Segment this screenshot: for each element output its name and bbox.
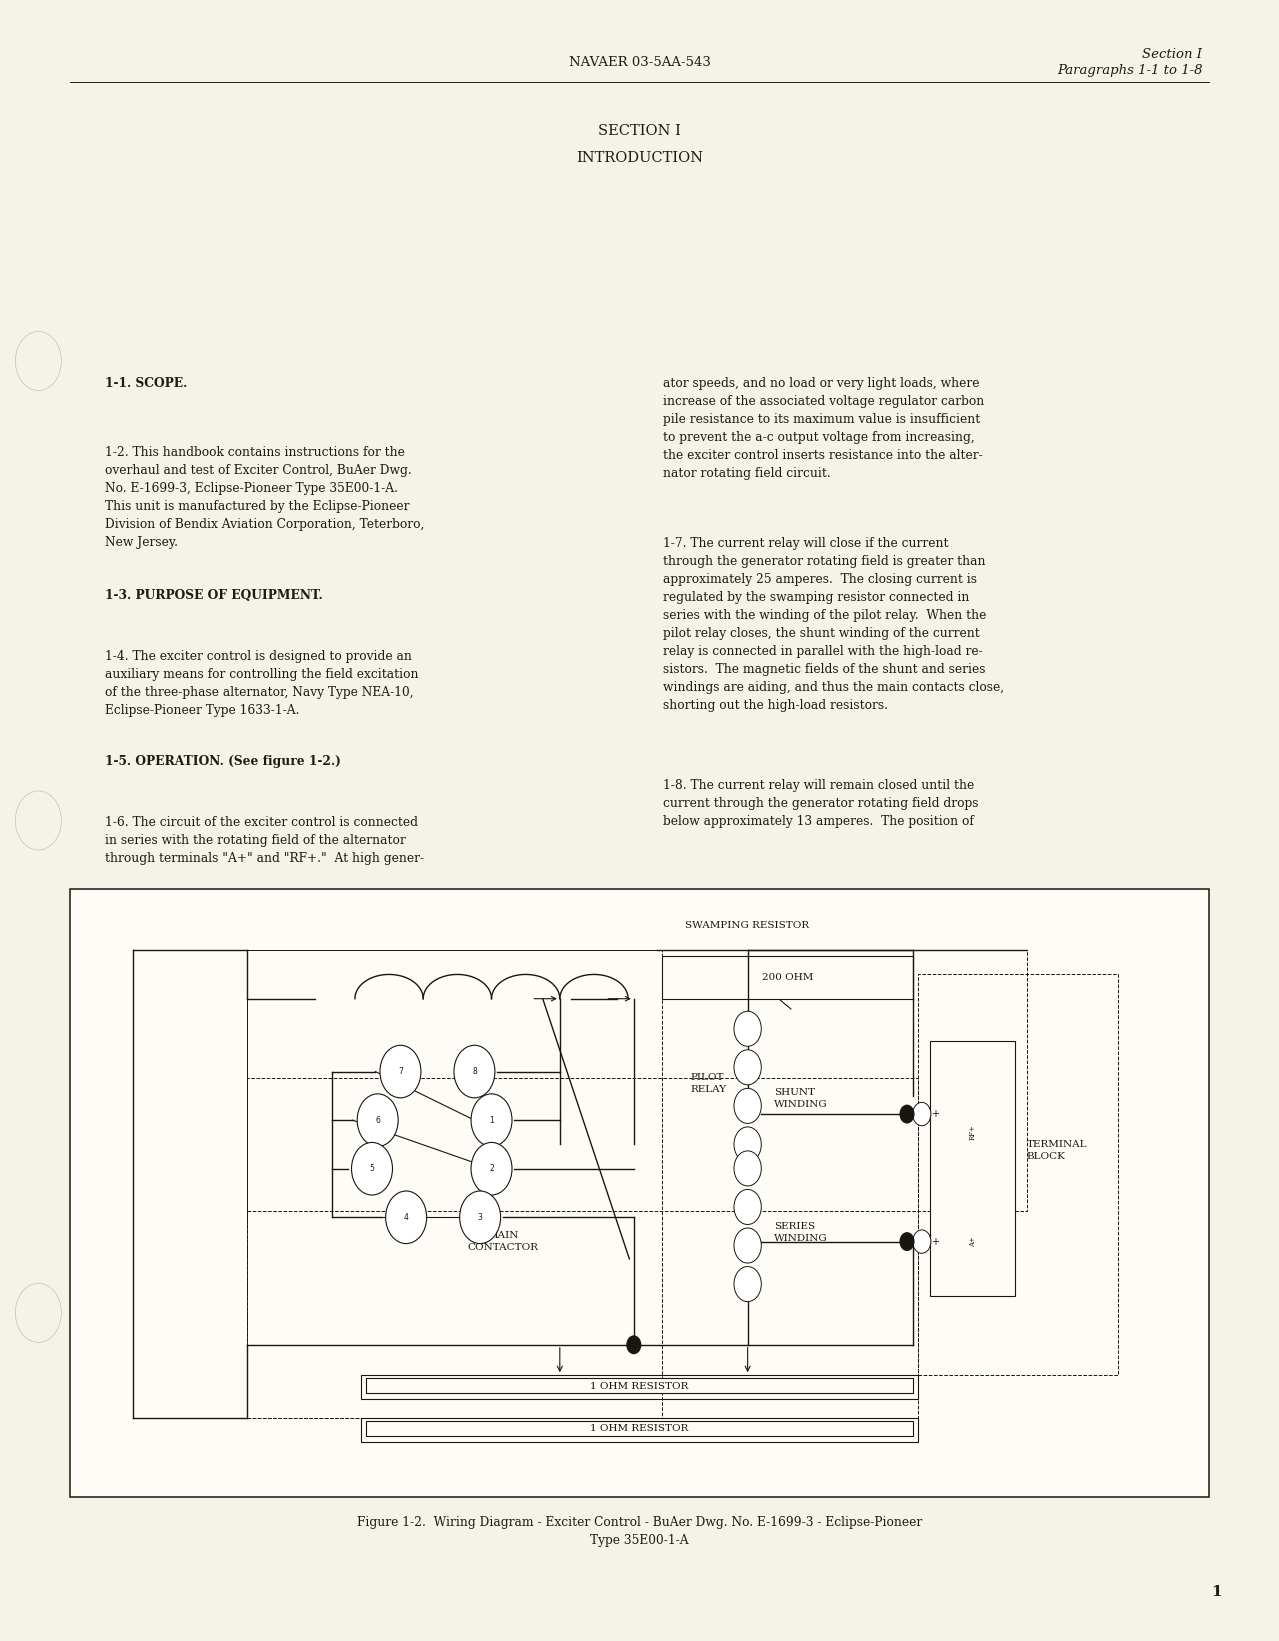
Text: 5: 5 [370, 1163, 375, 1173]
Circle shape [734, 1267, 761, 1301]
Text: Section I: Section I [1142, 48, 1202, 61]
Circle shape [471, 1095, 512, 1147]
Text: SWAMPING RESISTOR: SWAMPING RESISTOR [686, 921, 810, 930]
Text: RF+: RF+ [969, 1124, 977, 1140]
Text: Paragraphs 1-1 to 1-8: Paragraphs 1-1 to 1-8 [1056, 64, 1202, 77]
Text: MAIN
CONTACTOR: MAIN CONTACTOR [467, 1231, 538, 1252]
Bar [361, 1375, 918, 1400]
Bar [247, 950, 663, 1418]
Text: 6: 6 [375, 1116, 380, 1124]
Circle shape [913, 1229, 931, 1254]
Text: Figure 1-2.  Wiring Diagram - Exciter Control - BuAer Dwg. No. E-1699-3 - Eclips: Figure 1-2. Wiring Diagram - Exciter Con… [357, 1516, 922, 1529]
Text: 1: 1 [489, 1116, 494, 1124]
Text: 8: 8 [472, 1067, 477, 1076]
Text: 3: 3 [477, 1213, 482, 1223]
Circle shape [471, 1142, 512, 1195]
Bar [663, 957, 913, 999]
Text: ator speeds, and no load or very light loads, where
increase of the associated v: ator speeds, and no load or very light l… [663, 377, 984, 481]
Circle shape [734, 1088, 761, 1124]
Text: 1-2. This handbook contains instructions for the
overhaul and test of Exciter Co: 1-2. This handbook contains instructions… [105, 446, 425, 550]
Circle shape [386, 1191, 427, 1244]
Bar [930, 1042, 1016, 1296]
Circle shape [15, 791, 61, 850]
Text: 1 OHM RESISTOR: 1 OHM RESISTOR [591, 1424, 688, 1433]
Text: NAVAER 03-5AA-543: NAVAER 03-5AA-543 [569, 56, 710, 69]
Circle shape [913, 1103, 931, 1126]
Text: 1-7. The current relay will close if the current
through the generator rotating : 1-7. The current relay will close if the… [663, 537, 1004, 712]
Text: TERMINAL
BLOCK: TERMINAL BLOCK [1027, 1140, 1087, 1160]
Text: 1-8. The current relay will remain closed until the
current through the generato: 1-8. The current relay will remain close… [663, 779, 978, 829]
Circle shape [734, 1150, 761, 1186]
Text: 1-1. SCOPE.: 1-1. SCOPE. [105, 377, 187, 391]
Circle shape [900, 1232, 913, 1250]
Bar [247, 950, 1027, 1211]
Text: SECTION I: SECTION I [599, 125, 680, 138]
Circle shape [15, 1283, 61, 1342]
Circle shape [734, 1127, 761, 1162]
Circle shape [357, 1095, 398, 1147]
Bar [70, 889, 1209, 1497]
Circle shape [734, 1227, 761, 1264]
Circle shape [734, 1190, 761, 1224]
Text: PILOT
RELAY: PILOT RELAY [691, 1073, 726, 1095]
Text: 1-6. The circuit of the exciter control is connected
in series with the rotating: 1-6. The circuit of the exciter control … [105, 816, 425, 865]
Text: +: + [931, 1237, 940, 1247]
Text: 1-4. The exciter control is designed to provide an
auxiliary means for controlli: 1-4. The exciter control is designed to … [105, 650, 418, 717]
Bar [366, 1378, 913, 1393]
Circle shape [459, 1191, 500, 1244]
Circle shape [900, 1106, 913, 1122]
Bar [366, 1421, 913, 1436]
Circle shape [627, 1336, 641, 1354]
Circle shape [734, 1011, 761, 1047]
Circle shape [734, 1050, 761, 1085]
Text: 200 OHM: 200 OHM [762, 973, 813, 981]
Text: A+: A+ [969, 1236, 977, 1247]
Text: Type 35E00-1-A: Type 35E00-1-A [590, 1534, 689, 1547]
Circle shape [15, 331, 61, 391]
Text: 4: 4 [404, 1213, 408, 1223]
Text: 1 OHM RESISTOR: 1 OHM RESISTOR [591, 1382, 688, 1390]
Bar [247, 1078, 918, 1418]
Text: 1: 1 [1211, 1585, 1221, 1598]
Bar [361, 1418, 918, 1442]
Text: +: + [931, 1109, 940, 1119]
Bar [918, 975, 1118, 1375]
Text: 1-5. OPERATION. (See figure 1-2.): 1-5. OPERATION. (See figure 1-2.) [105, 755, 340, 768]
Text: 1-3. PURPOSE OF EQUIPMENT.: 1-3. PURPOSE OF EQUIPMENT. [105, 589, 322, 602]
Text: 2: 2 [489, 1163, 494, 1173]
Circle shape [454, 1045, 495, 1098]
Text: SERIES
WINDING: SERIES WINDING [774, 1223, 828, 1242]
Text: 7: 7 [398, 1067, 403, 1076]
Circle shape [352, 1142, 393, 1195]
Text: SHUNT
WINDING: SHUNT WINDING [774, 1088, 828, 1109]
Text: INTRODUCTION: INTRODUCTION [576, 151, 703, 164]
Circle shape [380, 1045, 421, 1098]
